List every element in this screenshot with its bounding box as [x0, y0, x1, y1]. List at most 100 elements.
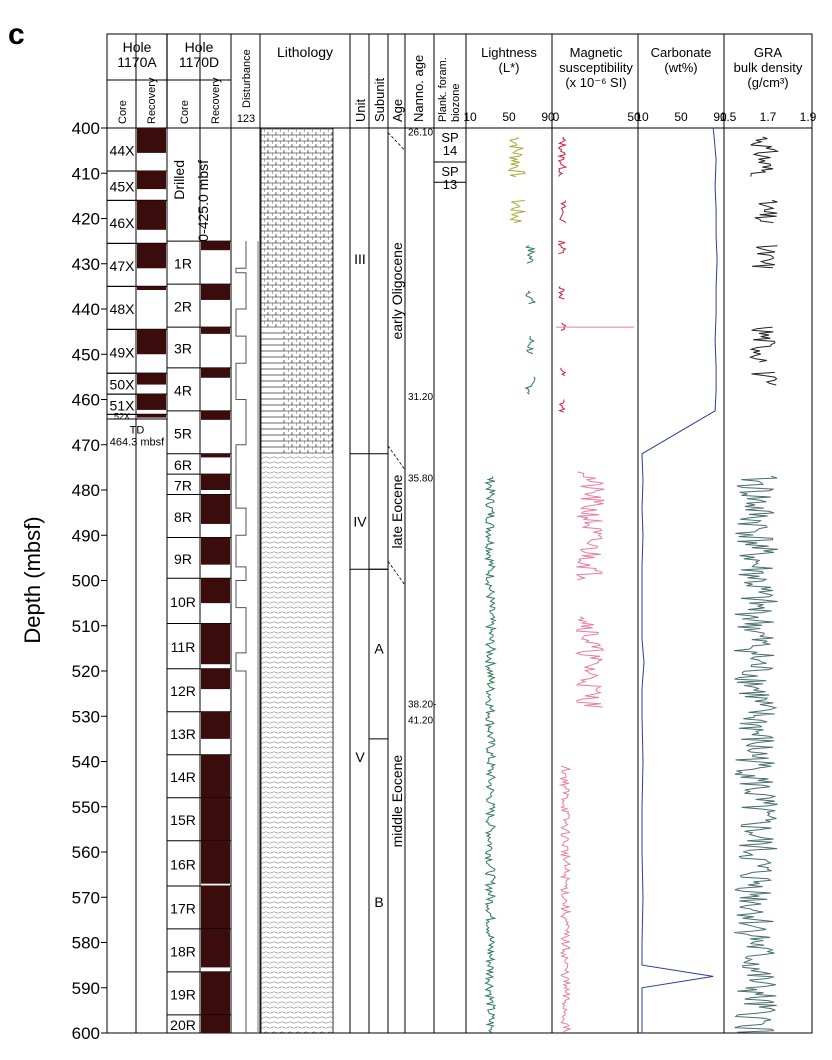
core-label-13R: 13R	[170, 726, 196, 742]
core-label-48X: 48X	[110, 301, 136, 317]
subunit-header: Subunit	[372, 78, 387, 122]
disturbance-scale: 123	[237, 113, 255, 125]
magsus-upper-trace	[560, 367, 567, 377]
subunit-label-A: A	[374, 640, 384, 656]
recovery-header-a: Recovery	[146, 77, 158, 124]
age-label-1: late Eocene	[389, 474, 405, 548]
biozone-number-1: 13	[443, 177, 457, 192]
magsus-upper-trace	[559, 200, 567, 224]
depth-tick-label: 420	[72, 210, 100, 229]
core-label-49X: 49X	[110, 344, 136, 360]
core-label-15R: 15R	[170, 812, 196, 828]
carbonate-header: Carbonate	[651, 45, 712, 60]
lightness-trace	[524, 376, 536, 395]
magsus-lower-trace	[575, 471, 605, 581]
recovery-bar	[201, 668, 230, 690]
recovery-bar	[137, 414, 166, 418]
depth-tick-label: 510	[72, 617, 100, 636]
depth-axis: 400 410 420 430 440 450 460 470 480 490 500 510 520 5…	[20, 119, 107, 1043]
lightness-header: Lightness	[481, 45, 537, 60]
lightness-trace	[509, 199, 526, 224]
recovery-bar	[201, 410, 230, 420]
magsus-header: Magnetic	[570, 45, 623, 60]
lithology-mixed	[261, 327, 283, 454]
disturbance-trace	[235, 241, 247, 1033]
magsus-upper-trace	[560, 322, 567, 331]
recovery-header-d: Recovery	[210, 77, 222, 124]
depth-tick-label: 460	[72, 391, 100, 410]
gra-tick: 1.7	[760, 110, 777, 124]
nanno-age-3: 38.20-	[408, 700, 436, 711]
recovery-bar	[201, 754, 230, 798]
lightness-tick: 50	[502, 110, 516, 124]
hole-a-title: Hole	[123, 39, 152, 55]
core-label-2R: 2R	[174, 299, 192, 315]
biozone-header: biozone	[450, 83, 462, 122]
carbonate-tick: 50	[674, 110, 688, 124]
depth-tick-label: 520	[72, 662, 100, 681]
plank-foram-header: Plank. foram.	[437, 57, 449, 122]
core-label-45X: 45X	[110, 179, 136, 195]
magsus-upper-trace	[557, 286, 565, 300]
core-label-6R: 6R	[174, 457, 192, 473]
age-header: Age	[390, 99, 405, 122]
recovery-bar	[137, 170, 166, 190]
lithology-column	[260, 127, 388, 1034]
core-label-1R: 1R	[174, 256, 192, 272]
core-label-5R: 5R	[174, 425, 192, 441]
magsus-upper-trace	[557, 399, 566, 413]
magsus-header-2: susceptibility	[559, 60, 633, 75]
recovery-bar	[201, 327, 230, 334]
core-label-11R: 11R	[171, 639, 196, 655]
core-label-20R: 20R	[170, 1017, 196, 1033]
recovery-bar	[137, 394, 166, 410]
hole-d-number: 1170D	[179, 54, 219, 70]
core-label-18R: 18R	[170, 943, 196, 959]
recovery-bar	[137, 243, 166, 269]
gra-tick: 1.5	[720, 110, 737, 124]
gra-upper-trace	[752, 245, 778, 269]
recovery-bar	[201, 1014, 230, 1033]
lithology-outline	[260, 127, 334, 1034]
core-label-14R: 14R	[170, 769, 196, 785]
carbonate-tick: 90	[713, 110, 727, 124]
carbonate-line	[641, 127, 718, 1033]
recovery-bar	[201, 284, 230, 300]
nanno-age-0: 26.10	[408, 127, 433, 138]
gra-upper-trace	[750, 136, 780, 177]
magsus-tick: 50	[627, 110, 641, 124]
biozone-number-0: 14	[443, 143, 457, 158]
age-boundary-dashed	[387, 560, 406, 586]
age-top-dashed	[387, 132, 406, 151]
recovery-bar	[201, 494, 230, 524]
depth-tick-label: 440	[72, 300, 100, 319]
drilled-label: Drilled	[171, 160, 187, 200]
recovery-bar	[137, 329, 166, 355]
nanno-age-4: 41.20	[408, 716, 433, 727]
lightness-trace	[525, 290, 537, 305]
depth-tick-label: 530	[72, 707, 100, 726]
lithology-silt	[261, 453, 333, 1033]
core-label-9R: 9R	[174, 551, 192, 567]
magsus-unit: (x 10⁻⁶ SI)	[565, 75, 626, 90]
unit-header: Unit	[353, 98, 368, 122]
carbonate-unit: (wt%)	[664, 60, 697, 75]
nanno-age-1: 31.20	[408, 392, 433, 403]
lightness-unit: (L*)	[499, 60, 520, 75]
unit-label-V: V	[355, 749, 365, 765]
recovery-bar	[201, 578, 230, 604]
lithology-chalk	[261, 128, 333, 328]
depth-tick-label: 430	[72, 255, 100, 274]
age-label-2: middle Eocene	[389, 755, 405, 848]
depth-tick-label: 450	[72, 345, 100, 364]
hole-d-title: Hole	[185, 39, 214, 55]
recovery-bar	[201, 453, 230, 458]
gra-upper-trace	[748, 326, 776, 363]
lightness-trace	[524, 245, 536, 264]
depth-tick-label: 540	[72, 753, 100, 772]
magsus-lower-trace	[574, 616, 605, 708]
core-label-8R: 8R	[174, 509, 192, 525]
